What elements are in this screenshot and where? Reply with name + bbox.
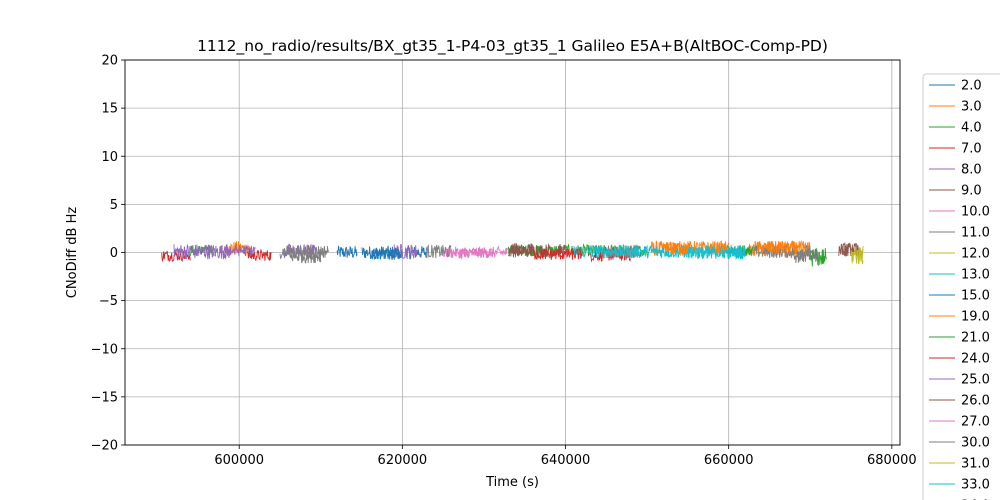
series-line-31.0 [850, 246, 864, 265]
legend-label: 12.0 [961, 247, 990, 262]
y-axis: 20 15 10 5 0 −5 −10 −15 −20 [91, 54, 125, 454]
series-line-27.0 [459, 248, 493, 260]
series-line-30.0 [793, 249, 819, 264]
legend-label: 13.0 [961, 268, 990, 283]
x-axis-label: Time (s) [485, 475, 539, 490]
series-line-26.0 [512, 242, 533, 257]
legend-label: 27.0 [961, 415, 990, 430]
legend-label: 7.0 [961, 142, 982, 157]
y-tick-label: −20 [91, 439, 118, 454]
y-tick-label: 20 [101, 54, 118, 69]
y-tick-label: −15 [91, 390, 118, 405]
series-line-13.0 [573, 244, 648, 260]
series-line-2.0 [336, 245, 358, 258]
legend: 2.0 3.0 4.0 7.0 8.0 9.0 10.0 11.0 12.0 13.0 15.0 19… [922, 73, 1000, 500]
series-line-8.0 [283, 243, 318, 259]
legend-label: 10.0 [961, 205, 990, 220]
series-line-7.0 [246, 248, 272, 261]
series-line-19.0 [662, 240, 729, 256]
series-line-15.0 [369, 248, 403, 261]
series-line-33.0 [687, 245, 746, 261]
x-axis: 600000 620000 640000 660000 680000 [214, 445, 917, 468]
legend-label: 19.0 [961, 310, 990, 325]
x-tick-label: 640000 [541, 453, 591, 468]
series-line-11.0 [426, 243, 452, 259]
legend-label: 30.0 [961, 436, 990, 451]
legend-label: 24.0 [961, 352, 990, 367]
series-layer [161, 239, 864, 267]
legend-label: 9.0 [961, 184, 982, 199]
legend-label: 11.0 [961, 226, 990, 241]
y-tick-label: −5 [99, 294, 118, 309]
y-tick-label: 15 [101, 102, 118, 117]
series-line-24.0 [532, 247, 582, 261]
legend-label: 31.0 [961, 457, 990, 472]
x-tick-label: 660000 [704, 453, 754, 468]
series-line-30.0 [288, 249, 322, 264]
legend-box [922, 73, 1000, 500]
series-line-25.0 [222, 243, 256, 257]
legend-label: 25.0 [961, 373, 990, 388]
y-tick-label: −10 [91, 342, 118, 357]
x-tick-label: 620000 [378, 453, 428, 468]
series-line-26.0 [838, 241, 859, 257]
legend-label: 21.0 [961, 331, 990, 346]
x-tick-label: 680000 [867, 453, 917, 468]
legend-label: 34.0 [961, 499, 990, 500]
legend-label: 26.0 [961, 394, 990, 409]
series-line-8.0 [173, 243, 232, 260]
series-line-8.0 [393, 243, 419, 260]
legend-label: 3.0 [961, 100, 982, 115]
legend-label: 33.0 [961, 478, 990, 493]
chart-title: 1112_no_radio/results/BX_gt35_1-P4-03_gt… [197, 37, 828, 56]
legend-label: 8.0 [961, 163, 982, 178]
legend-label: 4.0 [961, 121, 982, 136]
legend-label: 15.0 [961, 289, 990, 304]
y-tick-label: 5 [110, 198, 118, 213]
legend-label: 2.0 [961, 79, 982, 94]
y-tick-label: 0 [110, 246, 118, 261]
y-tick-label: 10 [101, 150, 118, 165]
x-tick-label: 600000 [214, 453, 264, 468]
series-line-21.0 [809, 248, 827, 267]
y-axis-label: CNoDiff dB Hz [65, 207, 80, 299]
